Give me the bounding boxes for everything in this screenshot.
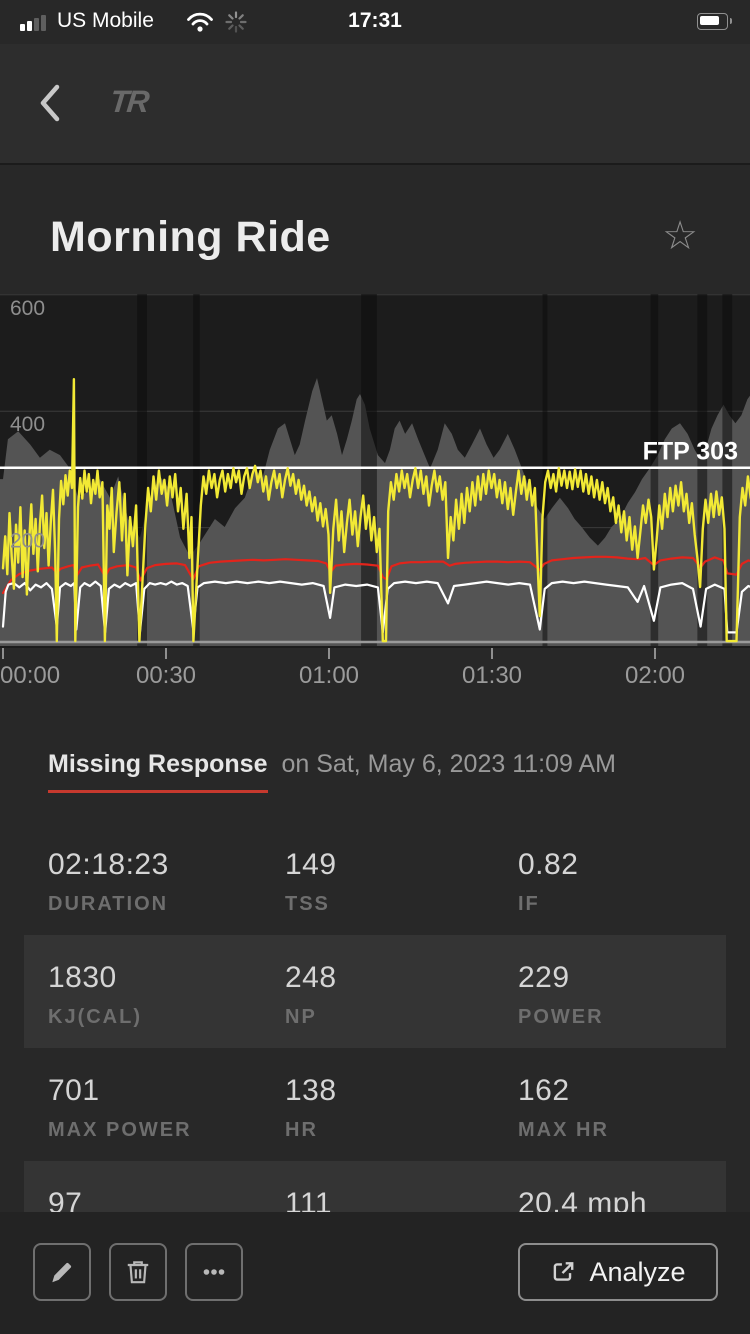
stat-kj-cal-: 1830 KJ(CAL) [48, 935, 285, 1048]
stat-max-power: 701 MAX POWER [48, 1048, 285, 1161]
chevron-left-icon [40, 84, 60, 121]
x-axis-tick-label: 00:00 [0, 662, 61, 689]
stat-row: 701 MAX POWER 138 HR 162 MAX HR [0, 1048, 750, 1161]
ride-chart-svg[interactable]: FTP 303 600 400 200 [0, 294, 750, 648]
external-link-icon [554, 1262, 574, 1281]
signal-bar-icon [27, 21, 32, 31]
wifi-icon [187, 12, 213, 32]
stat-label: MAX POWER [48, 1119, 192, 1141]
stat-value: 138 [285, 1074, 337, 1107]
signal-bar-icon [20, 24, 25, 31]
signal-bar-icon [34, 18, 39, 31]
stat-label: TSS [285, 893, 330, 915]
ride-summary: Missing Response on Sat, May 6, 2023 11:0… [0, 712, 750, 822]
ride-date: on Sat, May 6, 2023 11:09 AM [281, 750, 616, 778]
x-axis: 00:00 00:30 01:00 01:30 02:00 [0, 648, 750, 712]
stat-np: 248 NP [285, 935, 518, 1048]
carrier-label: US Mobile [57, 9, 154, 32]
signal-bar-icon [41, 15, 46, 31]
delete-button[interactable] [109, 1243, 167, 1301]
stat-tss: 149 TSS [285, 822, 518, 935]
stat-duration: 02:18:23 DURATION [48, 822, 285, 935]
y-axis-tick-label: 600 [10, 297, 45, 320]
stat-hr: 138 HR [285, 1048, 518, 1161]
stat-row: 1830 KJ(CAL) 248 NP 229 POWER [0, 935, 750, 1048]
stat-value: 0.82 [518, 848, 579, 881]
battery-icon [697, 13, 728, 30]
ride-chart[interactable]: FTP 303 600 400 200 [0, 294, 750, 648]
ellipsis-icon [203, 1269, 225, 1275]
page-title: Morning Ride [50, 213, 331, 261]
x-axis-tick [165, 648, 167, 659]
stat-label: POWER [518, 1006, 604, 1028]
stat-value: 701 [48, 1074, 100, 1107]
back-button[interactable] [28, 80, 72, 128]
stat-value: 149 [285, 848, 337, 881]
trainerroad-logo: TR [108, 84, 150, 119]
x-axis-tick [654, 648, 656, 659]
stat-value: 229 [518, 961, 570, 994]
favorite-star-icon[interactable]: ☆ [656, 215, 704, 257]
footer-toolbar: Analyze [0, 1212, 750, 1334]
x-axis-tick-label: 01:30 [461, 662, 523, 689]
battery-tip [730, 18, 732, 24]
stat-row: 02:18:23 DURATION 149 TSS 0.82 IF [0, 822, 750, 935]
stat-value: 1830 [48, 961, 117, 994]
trash-icon [127, 1261, 149, 1284]
nav-bar: TR [0, 44, 750, 165]
x-axis-tick [2, 648, 4, 659]
more-options-button[interactable] [185, 1243, 243, 1301]
x-axis-tick [491, 648, 493, 659]
x-axis-tick-label: 00:30 [135, 662, 197, 689]
y-axis-tick-label: 400 [10, 413, 45, 436]
stat-label: IF [518, 893, 540, 915]
stat-if: 0.82 IF [518, 822, 750, 935]
title-section: Morning Ride ☆ [0, 165, 750, 294]
analyze-button[interactable]: Analyze [518, 1243, 718, 1301]
stat-label: MAX HR [518, 1119, 609, 1141]
pencil-icon [52, 1262, 72, 1283]
stat-value: 248 [285, 961, 337, 994]
ftp-line-label: FTP 303 [643, 438, 738, 466]
x-axis-tick-label: 01:00 [298, 662, 360, 689]
stat-power: 229 POWER [518, 935, 750, 1048]
x-axis-tick [328, 648, 330, 659]
stat-max-hr: 162 MAX HR [518, 1048, 750, 1161]
stat-value: 162 [518, 1074, 570, 1107]
stat-label: HR [285, 1119, 318, 1141]
stats-grid: 02:18:23 DURATION 149 TSS 0.82 IF 1830 KJ(CAL) 2… [0, 822, 750, 1274]
x-axis-tick-label: 02:00 [624, 662, 686, 689]
workout-status-label[interactable]: Missing Response [48, 750, 268, 793]
analyze-label: Analyze [589, 1256, 686, 1287]
stat-label: KJ(CAL) [48, 1006, 142, 1028]
stat-value: 02:18:23 [48, 848, 169, 881]
stat-label: NP [285, 1006, 317, 1028]
stat-label: DURATION [48, 893, 169, 915]
status-bar: US Mobile 17:31 [0, 0, 750, 44]
edit-button[interactable] [33, 1243, 91, 1301]
activity-spinner-icon [225, 11, 247, 33]
y-axis-tick-label: 200 [10, 530, 45, 553]
